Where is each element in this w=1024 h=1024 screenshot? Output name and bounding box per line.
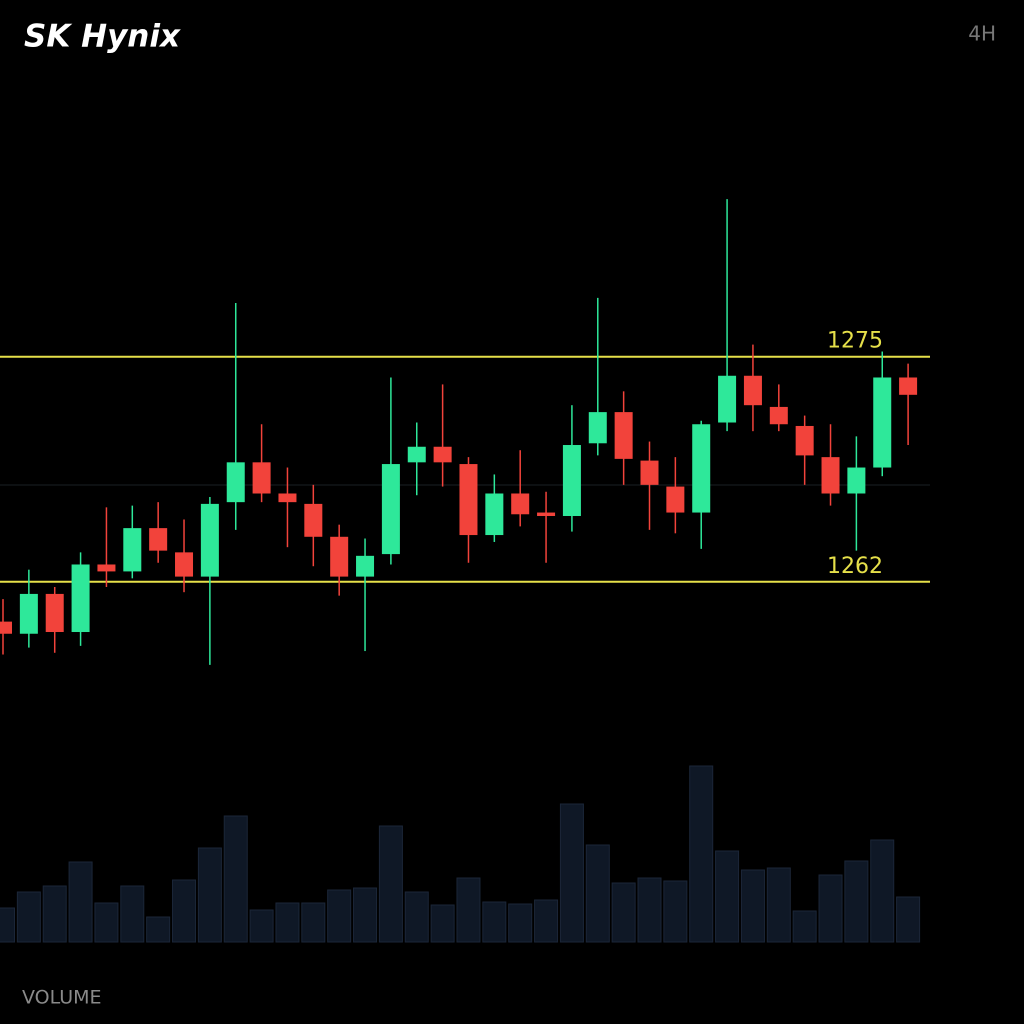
candle-body (537, 512, 556, 517)
volume-bar (534, 899, 559, 943)
candle-body (149, 528, 168, 551)
candle-body (821, 457, 840, 494)
level-label: 1262 (827, 554, 883, 579)
volume-bar (482, 901, 507, 943)
candle-body (45, 593, 64, 633)
candle-body (743, 375, 762, 406)
volume-bar (301, 902, 326, 943)
candle-body (847, 467, 866, 494)
candle-body (330, 536, 349, 577)
volume-bar (611, 882, 636, 943)
volume-bar (172, 879, 197, 943)
candle-body (459, 464, 478, 536)
volume-bar (223, 815, 248, 943)
candle-body (640, 460, 659, 485)
candle-body (692, 424, 711, 513)
volume-bar (353, 887, 378, 943)
volume-bar (146, 916, 171, 943)
candle-body (899, 377, 918, 395)
candle-body (769, 406, 788, 425)
volume-bar (844, 860, 869, 943)
candle-body (200, 503, 219, 577)
candle-body (97, 564, 116, 572)
candle-body (433, 446, 452, 463)
volume-bar (430, 904, 455, 943)
volume-bar (508, 903, 533, 943)
volume-bar (792, 910, 817, 943)
candle-body (381, 464, 400, 555)
volume-bar (740, 869, 765, 943)
volume-bar (637, 877, 662, 943)
volume-bar (818, 874, 843, 943)
candle-body (71, 564, 90, 633)
volume-bar (94, 902, 119, 943)
candle-body (485, 493, 504, 536)
level-label: 1275 (827, 329, 883, 354)
chart-title: SK Hynix (24, 19, 181, 55)
candle-body (304, 503, 323, 537)
candle-body (795, 425, 814, 456)
volume-bar (197, 847, 222, 943)
candle-body (252, 462, 271, 494)
volume-bar (663, 880, 688, 943)
volume-bar (275, 902, 300, 943)
candle-body (278, 493, 297, 503)
volume-bar (249, 909, 274, 943)
volume-bar (456, 877, 481, 943)
volume-bar (378, 825, 403, 943)
volume-bar (715, 850, 740, 943)
volume-bar (404, 891, 429, 943)
volume-bar (896, 896, 921, 943)
volume-bar (766, 867, 791, 943)
volume-bar (559, 803, 584, 943)
candle-body (356, 555, 375, 577)
volume-bar (585, 844, 610, 943)
candle-body (588, 412, 607, 444)
volume-bar (42, 885, 67, 943)
volume-bar (120, 885, 145, 943)
candle-body (407, 446, 426, 463)
candle-body (175, 552, 194, 577)
candle-body (614, 412, 633, 459)
candle-body (511, 493, 530, 515)
volume-bar (68, 861, 93, 943)
volume-bar (16, 891, 41, 943)
candle-body (562, 445, 581, 517)
volume-bar (689, 765, 714, 943)
volume-label: VOLUME (22, 987, 102, 1009)
timeframe: 4H (968, 22, 996, 46)
candle-body (0, 621, 12, 634)
candle-body (226, 462, 245, 503)
candle-body (123, 528, 142, 572)
volume-bar (870, 839, 895, 943)
volume-bar (327, 889, 352, 943)
candle-body (718, 375, 737, 423)
candle-body (873, 377, 892, 468)
candle-body (666, 486, 685, 513)
candle-body (19, 593, 38, 634)
volume-bar (0, 907, 15, 943)
